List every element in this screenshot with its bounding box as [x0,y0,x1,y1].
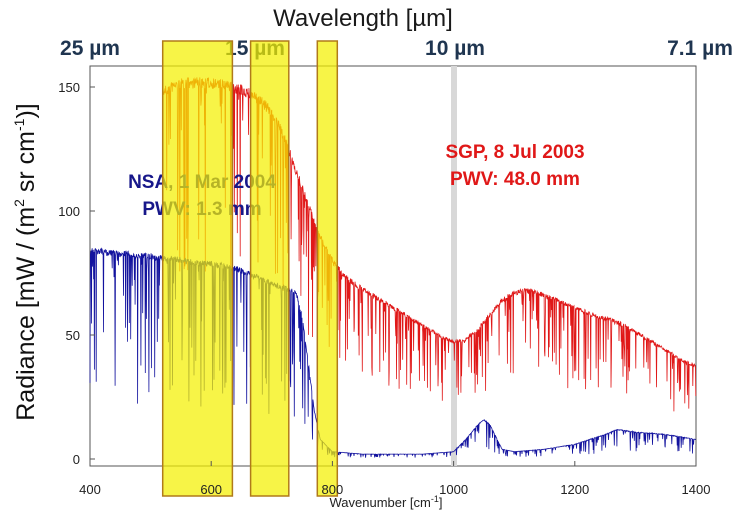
series-line-sgp [162,77,697,412]
xlabel-superscript: -1 [431,494,439,504]
x-tick-label: 600 [200,482,222,497]
y-axis-label: Radiance [mW / (m2 sr cm-1)] [11,103,40,421]
y-tick-label: 0 [73,452,80,467]
x-axis-label: Wavenumber [cm-1] [329,494,442,510]
x-tick-label: 1200 [560,482,589,497]
x-tick-label: 400 [79,482,101,497]
highlight-band [316,40,339,497]
y-tick-label: 100 [58,204,80,219]
ylabel-superscript: -1 [11,118,27,131]
annotation-sgp-line2: PWV: 48.0 mm [450,169,580,190]
highlight-band [249,40,290,497]
y-tick-label: 50 [66,328,80,343]
highlight-bands [161,40,339,497]
top-tick-label: 25 µm [60,37,120,60]
highlight-band [161,40,234,497]
series-path [162,77,697,412]
ylabel-superscript: 2 [11,199,27,207]
x-tick-label: 800 [322,482,344,497]
x-tick-label: 1000 [439,482,468,497]
top-axis-title: Wavelength [µm] [273,5,453,32]
top-tick-label: 7.1 µm [667,37,733,60]
x-tick-label: 1400 [682,482,711,497]
axis-ticks: 400 600 800 1000 1200 1400 0 50 100 150 [58,80,710,497]
annotation-sgp: SGP, 8 Jul 2003 PWV: 48.0 mm [445,142,584,190]
top-tick-label: 10 µm [425,37,485,60]
top-tick-labels: 25 µm 15 µm 10 µm 7.1 µm [60,37,733,60]
y-tick-label: 150 [58,80,80,95]
annotation-sgp-line1: SGP, 8 Jul 2003 [445,142,584,163]
